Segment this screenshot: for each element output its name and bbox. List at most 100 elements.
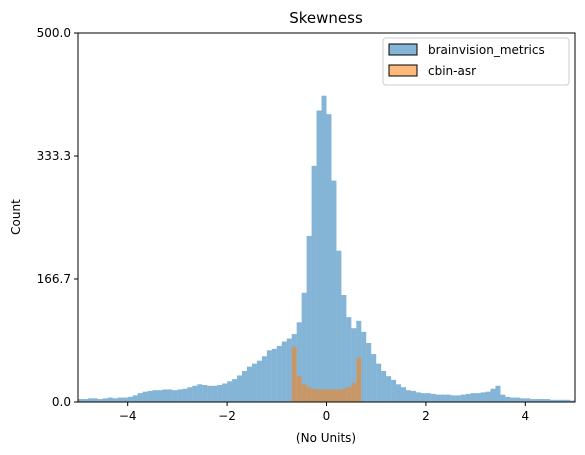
bar-brainvision-metrics: [371, 354, 377, 402]
y-tick-label: 333.3: [37, 149, 71, 163]
x-tick-label: 2: [422, 409, 430, 423]
bar-brainvision-metrics: [490, 388, 496, 402]
bar-brainvision-metrics: [306, 235, 312, 402]
chart-title: Skewness: [289, 9, 363, 27]
bar-cbin-asr: [316, 389, 322, 402]
bars-layer: [78, 95, 575, 403]
bar-brainvision-metrics: [261, 356, 267, 402]
bar-brainvision-metrics: [555, 399, 561, 402]
bar-cbin-asr: [341, 388, 347, 402]
bar-brainvision-metrics: [107, 397, 113, 402]
bar-brainvision-metrics: [301, 292, 307, 402]
bar-brainvision-metrics: [82, 399, 88, 402]
bar-brainvision-metrics: [276, 345, 282, 402]
bar-brainvision-metrics: [197, 384, 203, 402]
bar-brainvision-metrics: [455, 395, 461, 402]
bar-cbin-asr: [331, 389, 337, 402]
legend-box: [382, 37, 570, 86]
bar-brainvision-metrics: [401, 387, 407, 402]
bar-brainvision-metrics: [92, 398, 98, 402]
bar-brainvision-metrics: [381, 371, 387, 402]
bar-brainvision-metrics: [460, 394, 466, 402]
bar-brainvision-metrics: [525, 398, 531, 402]
bar-brainvision-metrics: [207, 385, 213, 402]
bar-brainvision-metrics: [386, 376, 392, 402]
bar-brainvision-metrics: [346, 317, 352, 402]
bar-brainvision-metrics: [246, 366, 252, 402]
legend-swatch-cbin-asr: [388, 64, 418, 77]
bar-brainvision-metrics: [485, 391, 491, 402]
bar-cbin-asr: [321, 389, 327, 402]
bar-brainvision-metrics: [465, 393, 471, 402]
bar-brainvision-metrics: [336, 250, 342, 402]
bar-brainvision-metrics: [515, 397, 521, 402]
bar-cbin-asr: [346, 387, 352, 402]
bar-brainvision-metrics: [376, 363, 382, 402]
bar-brainvision-metrics: [440, 394, 446, 402]
bar-brainvision-metrics: [406, 390, 411, 402]
y-tick-label: 0.0: [52, 395, 71, 409]
bar-brainvision-metrics: [281, 341, 287, 402]
bar-brainvision-metrics: [470, 393, 476, 402]
bar-cbin-asr: [356, 357, 362, 402]
bar-brainvision-metrics: [475, 393, 481, 402]
bar-cbin-asr: [326, 389, 332, 402]
bar-brainvision-metrics: [266, 350, 272, 402]
legend-swatch-brainvision-metrics: [388, 43, 418, 56]
bar-brainvision-metrics: [396, 384, 402, 402]
bar-brainvision-metrics: [237, 375, 243, 402]
bar-brainvision-metrics: [212, 385, 218, 402]
bar-brainvision-metrics: [425, 393, 431, 402]
bar-brainvision-metrics: [147, 390, 153, 402]
bar-brainvision-metrics: [222, 383, 228, 402]
bar-brainvision-metrics: [535, 399, 541, 402]
bar-brainvision-metrics: [410, 390, 416, 402]
bar-brainvision-metrics: [321, 95, 327, 402]
bar-brainvision-metrics: [505, 396, 511, 402]
bar-brainvision-metrics: [132, 395, 138, 402]
bar-brainvision-metrics: [480, 392, 486, 402]
bar-brainvision-metrics: [331, 180, 337, 402]
bar-cbin-asr: [336, 389, 342, 402]
bar-brainvision-metrics: [545, 399, 551, 402]
bar-brainvision-metrics: [227, 381, 233, 402]
bar-brainvision-metrics: [550, 399, 556, 402]
bar-brainvision-metrics: [167, 389, 173, 402]
bar-brainvision-metrics: [251, 363, 257, 402]
bar-brainvision-metrics: [78, 399, 83, 402]
bar-brainvision-metrics: [311, 165, 317, 402]
bar-brainvision-metrics: [232, 379, 238, 402]
bar-brainvision-metrics: [87, 398, 93, 402]
bar-brainvision-metrics: [445, 394, 451, 402]
bar-brainvision-metrics: [296, 322, 302, 402]
bar-cbin-asr: [311, 388, 317, 402]
bar-brainvision-metrics: [420, 393, 426, 402]
bar-brainvision-metrics: [570, 400, 575, 402]
bar-brainvision-metrics: [326, 114, 332, 403]
bar-cbin-asr: [296, 376, 302, 402]
bar-brainvision-metrics: [117, 397, 123, 402]
bar-brainvision-metrics: [286, 338, 292, 402]
bar-brainvision-metrics: [540, 399, 546, 402]
x-tick-label: 0: [323, 409, 331, 423]
bar-brainvision-metrics: [162, 389, 168, 402]
bar-brainvision-metrics: [316, 110, 322, 403]
bar-brainvision-metrics: [127, 396, 133, 402]
bar-brainvision-metrics: [187, 387, 193, 402]
bar-brainvision-metrics: [172, 390, 178, 402]
legend-label-brainvision-metrics: brainvision_metrics: [428, 43, 545, 57]
legend-label-cbin-asr: cbin-asr: [428, 64, 476, 78]
bar-brainvision-metrics: [500, 394, 506, 402]
bar-brainvision-metrics: [341, 294, 347, 402]
legend: brainvision_metrics cbin-asr: [382, 37, 570, 86]
bar-brainvision-metrics: [157, 390, 163, 402]
bar-cbin-asr: [301, 384, 307, 402]
x-axis-label: (No Units): [296, 431, 356, 445]
bar-brainvision-metrics: [510, 397, 516, 402]
y-tick-label: 500.0: [37, 26, 71, 40]
bar-brainvision-metrics: [112, 398, 118, 402]
bar-brainvision-metrics: [217, 385, 223, 402]
x-tick-label: −4: [119, 409, 137, 423]
bar-brainvision-metrics: [202, 385, 208, 402]
